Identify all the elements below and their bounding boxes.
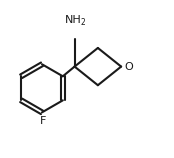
Text: O: O [125,62,133,72]
Text: 2: 2 [81,18,85,27]
Text: F: F [40,116,47,126]
Text: NH: NH [65,15,81,25]
